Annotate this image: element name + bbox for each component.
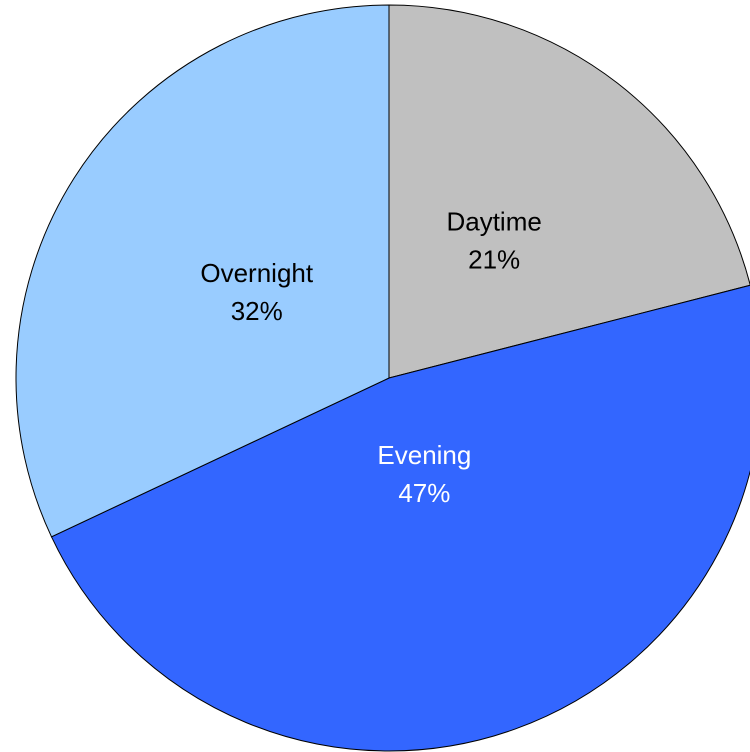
slice-value-label: 21% [468,244,520,274]
pie-slice [50,284,750,752]
pie-slice [15,4,390,538]
slice-label: Overnight [200,258,313,288]
slice-value-label: 47% [398,478,450,508]
slice-label: Daytime [446,206,541,236]
slice-value-label: 32% [231,296,283,326]
pie-slice [388,4,750,379]
slice-label: Evening [377,440,471,470]
